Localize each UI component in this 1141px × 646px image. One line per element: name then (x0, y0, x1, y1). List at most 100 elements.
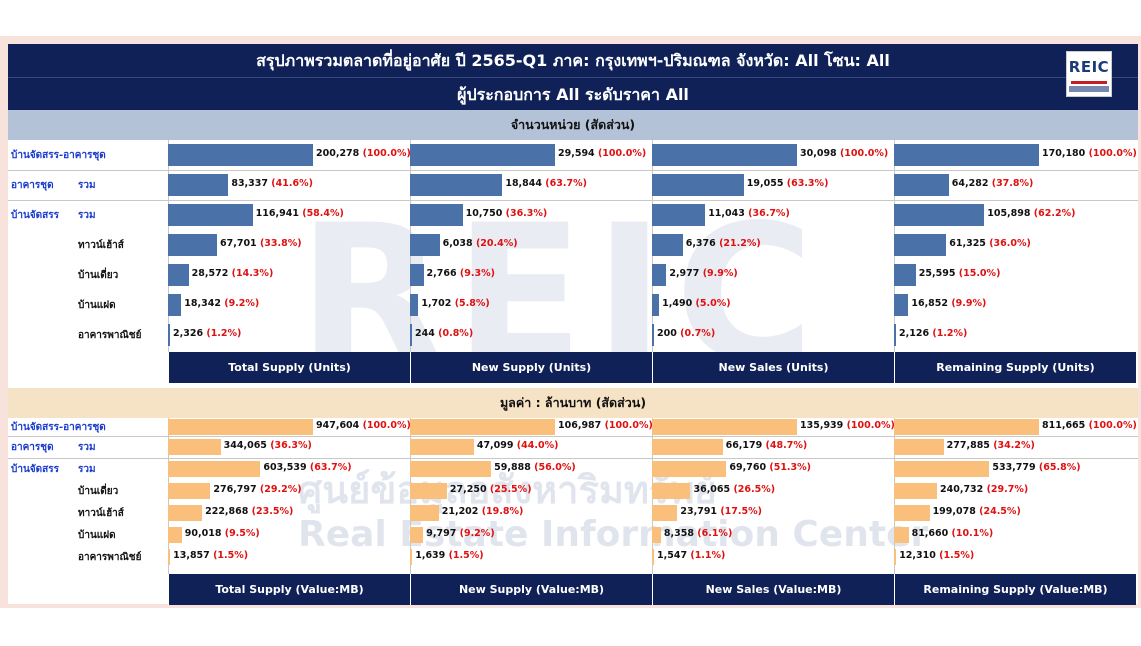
units-bar-value-label: 18,844 (63.7%) (505, 178, 587, 189)
value-bar-value-label: 36,065 (26.5%) (693, 484, 775, 495)
value-number: 13,857 (173, 550, 214, 561)
value-percent: (51.3%) (769, 462, 812, 473)
value-bar-value-label: 81,660 (10.1%) (912, 528, 994, 539)
value-row-sub-label: ทาวน์เฮ้าส์ (78, 508, 124, 519)
value-number: 47,099 (476, 440, 517, 451)
value-percent: (63.7%) (545, 178, 587, 189)
value-number: 240,732 (940, 484, 987, 495)
value-bar (410, 419, 555, 435)
value-number: 59,888 (494, 462, 535, 473)
value-number: 25,595 (918, 268, 959, 279)
units-row-separator (8, 200, 1138, 201)
value-bar-value-label: 106,987 (100.0%) (558, 420, 653, 431)
value-number: 135,939 (800, 420, 847, 431)
value-bar-value-label: 135,939 (100.0%) (800, 420, 895, 431)
logo-text: REIC (1068, 58, 1110, 76)
value-column-footer: New Sales (Value:MB) (652, 574, 894, 605)
value-percent: (100.0%) (604, 420, 653, 431)
value-row-sub-label: บ้านแฝด (78, 530, 116, 541)
value-row-sub-label: อาคารพาณิชย์ (78, 552, 142, 563)
units-bar-value-label: 170,180 (100.0%) (1042, 148, 1137, 159)
value-number: 61,325 (949, 238, 990, 249)
value-bar (652, 461, 727, 477)
units-bar (168, 144, 313, 166)
units-bar-value-label: 2,977 (9.9%) (669, 268, 737, 279)
value-bar (168, 505, 203, 521)
value-number: 276,797 (213, 484, 260, 495)
logo-stripe (1069, 86, 1109, 92)
value-number: 18,342 (184, 298, 225, 309)
value-percent: (62.2%) (1033, 208, 1076, 219)
value-bar (652, 505, 678, 521)
units-bar (652, 234, 683, 256)
value-number: 64,282 (951, 178, 992, 189)
units-row-sub-label: รวม (78, 180, 96, 191)
value-percent: (20.4%) (475, 238, 518, 249)
value-number: 21,202 (441, 506, 482, 517)
units-bar-value-label: 1,702 (5.8%) (421, 298, 489, 309)
units-bar-value-label: 67,701 (33.8%) (220, 238, 302, 249)
units-row-sub-label: บ้านแฝด (78, 300, 116, 311)
value-number: 29,594 (558, 148, 598, 159)
value-row-group-label: บ้านจัดสรร-อาคารชุด (11, 422, 106, 433)
report-subtitle: ผู้ประกอบการ All ระดับราคา All (8, 77, 1138, 110)
units-bar-value-label: 16,852 (9.9%) (911, 298, 986, 309)
value-percent: (33.8%) (259, 238, 302, 249)
value-number: 6,376 (685, 238, 720, 249)
value-section-title: มูลค่า : ล้านบาท (สัดส่วน) (8, 388, 1138, 418)
value-percent: (0.8%) (438, 328, 474, 339)
value-bar (894, 527, 909, 543)
value-bar (894, 461, 990, 477)
value-number: 2,326 (173, 328, 207, 339)
units-bar (894, 174, 949, 196)
value-bar-value-label: 8,358 (6.1%) (664, 528, 732, 539)
value-bar (894, 419, 1039, 435)
units-bar (652, 264, 667, 286)
value-number: 8,358 (663, 528, 698, 539)
value-bar-value-label: 47,099 (44.0%) (477, 440, 559, 451)
units-row-group-label: บ้านจัดสรร-อาคารชุด (11, 150, 106, 161)
value-percent: (65.8%) (1038, 462, 1081, 473)
value-bar-value-label: 21,202 (19.8%) (442, 506, 524, 517)
value-percent: (10.1%) (951, 528, 994, 539)
value-percent: (34.2%) (993, 440, 1035, 451)
value-percent: (9.3%) (459, 268, 495, 279)
value-bar (894, 505, 930, 521)
value-percent: (36.0%) (989, 238, 1031, 249)
value-bar-value-label: 533,779 (65.8%) (992, 462, 1080, 473)
value-bar (168, 461, 261, 477)
value-percent: (100.0%) (1088, 148, 1137, 159)
value-percent: (100.0%) (846, 420, 895, 431)
units-bar (410, 294, 419, 316)
value-percent: (17.5%) (720, 506, 762, 517)
value-bar-value-label: 344,065 (36.3%) (224, 440, 312, 451)
units-column-footer: Total Supply (Units) (168, 352, 410, 383)
value-bar-value-label: 69,760 (51.3%) (729, 462, 811, 473)
units-row-sub-label: บ้านเดี่ยว (78, 270, 119, 281)
value-percent: (1.2%) (206, 328, 242, 339)
value-number: 2,977 (669, 268, 703, 279)
value-bar-value-label: 90,018 (9.5%) (185, 528, 260, 539)
value-percent: (36.3%) (270, 440, 312, 451)
units-bar (410, 144, 555, 166)
value-number: 200,278 (316, 148, 363, 159)
value-row-sub-label: รวม (78, 464, 96, 475)
units-bar (410, 264, 424, 286)
units-bar-value-label: 10,750 (36.3%) (466, 208, 548, 219)
value-percent: (24.5%) (979, 506, 1021, 517)
units-row-sub-label: อาคารพาณิชย์ (78, 330, 142, 341)
value-number: 67,701 (220, 238, 260, 249)
value-percent: (100.0%) (362, 148, 411, 159)
value-percent: (44.0%) (516, 440, 559, 451)
units-section-title: จำนวนหน่วย (สัดส่วน) (8, 110, 1138, 140)
value-percent: (63.3%) (786, 178, 829, 189)
value-number: 9,797 (426, 528, 460, 539)
units-bar-value-label: 83,337 (41.6%) (231, 178, 313, 189)
value-number: 811,665 (1042, 420, 1089, 431)
units-bar-value-label: 61,325 (36.0%) (949, 238, 1031, 249)
value-number: 30,098 (800, 148, 840, 159)
units-bar-value-label: 2,766 (9.3%) (427, 268, 495, 279)
value-bar (652, 483, 691, 499)
value-bar-value-label: 276,797 (29.2%) (213, 484, 301, 495)
value-percent: (9.9%) (702, 268, 738, 279)
